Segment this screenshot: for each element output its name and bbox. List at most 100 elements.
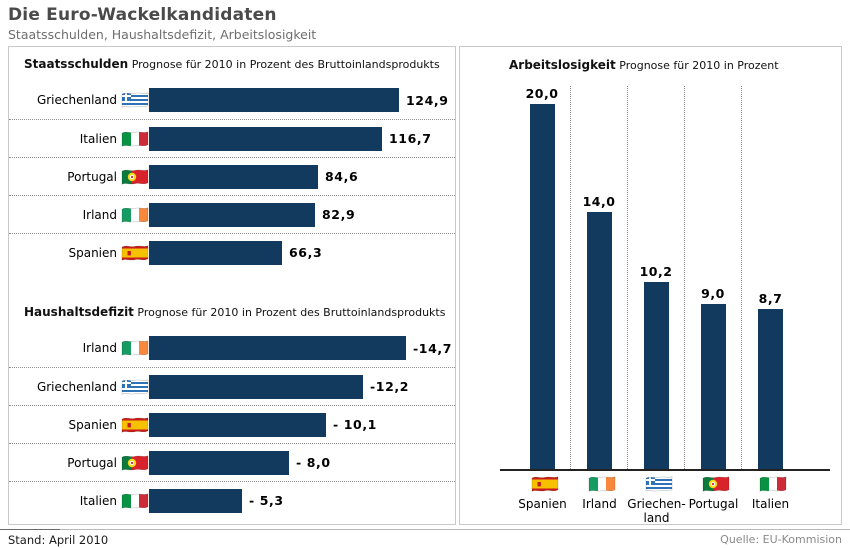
category-axis: Spanien Irland Griechen- land Portugal Itali… bbox=[514, 475, 799, 525]
chart-header: Staatsschulden Prognose für 2010 in Proz… bbox=[24, 57, 455, 71]
value-label: -14,7 bbox=[413, 340, 453, 356]
chart-arbeitslosigkeit-plot: 20,0 14,0 10,2 9,0 8,7 bbox=[500, 86, 830, 471]
value-label: - 8,0 bbox=[296, 455, 331, 470]
bar bbox=[149, 450, 289, 475]
flag-spain-icon bbox=[121, 416, 149, 433]
flag-spain-icon bbox=[531, 476, 558, 492]
bar bbox=[149, 164, 318, 189]
category-label: Portugal bbox=[688, 497, 739, 511]
flag-portugal-icon bbox=[121, 454, 149, 471]
category-label: Italien bbox=[79, 493, 117, 508]
bar-column: 20,0 bbox=[514, 86, 571, 469]
flag-spain-icon bbox=[121, 244, 149, 261]
value-label: -12,2 bbox=[370, 379, 410, 394]
chart-subtitle: Prognose für 2010 in Prozent bbox=[619, 59, 779, 72]
category-label: Spanien bbox=[518, 497, 567, 511]
flag-portugal-icon bbox=[702, 476, 729, 492]
chart-title: Arbeitslosigkeit bbox=[509, 58, 616, 72]
bar-column: 10,2 bbox=[628, 86, 685, 469]
chart-subtitle: Prognose für 2010 in Prozent des Bruttoi… bbox=[131, 58, 440, 71]
bar-row: Portugal - 8,0 bbox=[9, 443, 455, 481]
value-label: 14,0 bbox=[582, 194, 616, 209]
flag-italy-icon bbox=[121, 130, 149, 147]
bar bbox=[149, 488, 242, 513]
panel-debt-and-deficit: Staatsschulden Prognose für 2010 in Proz… bbox=[8, 46, 456, 525]
chart-title: Haushaltsdefizit bbox=[24, 305, 134, 319]
bar-row: Griechenland -12,2 bbox=[9, 367, 455, 405]
bar bbox=[149, 240, 282, 265]
footer: Stand: April 2010 Quelle: EU-Kommision bbox=[8, 533, 842, 547]
bar bbox=[149, 88, 399, 112]
category-label: Portugal bbox=[67, 455, 117, 470]
bar-rows: Griechenland 124,9 Italien 116,7 Portugal 84,… bbox=[9, 81, 455, 271]
flag-greece-icon bbox=[645, 476, 672, 492]
category-label: Griechenland bbox=[36, 93, 117, 107]
bar-row: Italien 116,7 bbox=[9, 119, 455, 157]
footer-stand: Stand: April 2010 bbox=[8, 533, 109, 547]
category-tick: Irland bbox=[571, 475, 628, 525]
bar-row: Spanien 66,3 bbox=[9, 233, 455, 271]
chart-header: Haushaltsdefizit Prognose für 2010 in Pr… bbox=[24, 305, 455, 319]
flag-ireland-icon bbox=[121, 206, 149, 223]
footer-source: Quelle: EU-Kommision bbox=[720, 533, 842, 546]
bar bbox=[149, 336, 406, 360]
category-label: Griechenland bbox=[36, 379, 117, 394]
value-label: - 5,3 bbox=[249, 493, 284, 508]
chart-haushaltsdefizit: Haushaltsdefizit Prognose für 2010 in Pr… bbox=[9, 305, 455, 519]
value-label: - 10,1 bbox=[333, 417, 377, 432]
value-label: 20,0 bbox=[525, 86, 559, 101]
value-label: 124,9 bbox=[406, 92, 449, 108]
flag-portugal-icon bbox=[121, 168, 149, 185]
bar-row: Irland -14,7 bbox=[9, 329, 455, 367]
category-label: Italien bbox=[79, 131, 117, 146]
page-title: Die Euro-Wackelkandidaten bbox=[8, 5, 277, 25]
bar-rows: Irland -14,7 Griechenland -12,2 Spanien - 10,… bbox=[9, 329, 455, 519]
bar bbox=[149, 374, 363, 399]
flag-italy-icon bbox=[121, 492, 149, 509]
flag-greece-icon bbox=[121, 378, 149, 395]
category-label: Griechen- land bbox=[627, 497, 686, 525]
category-label: Spanien bbox=[68, 245, 117, 260]
category-label: Portugal bbox=[67, 169, 117, 184]
bar-row: Griechenland 124,9 bbox=[9, 81, 455, 119]
category-tick: Spanien bbox=[514, 475, 571, 525]
bar bbox=[149, 412, 326, 437]
value-label: 84,6 bbox=[325, 169, 359, 184]
bar bbox=[529, 104, 555, 469]
bar-column: 8,7 bbox=[742, 86, 799, 469]
flag-ireland-icon bbox=[588, 476, 615, 492]
value-label: 9,0 bbox=[701, 286, 725, 301]
category-tick: Italien bbox=[742, 475, 799, 525]
bar-row: Portugal 84,6 bbox=[9, 157, 455, 195]
bar bbox=[149, 202, 315, 227]
bar-row: Spanien - 10,1 bbox=[9, 405, 455, 443]
footer-divider bbox=[0, 529, 850, 530]
category-tick: Griechen- land bbox=[627, 475, 686, 525]
chart-title: Staatsschulden bbox=[24, 57, 129, 71]
bar bbox=[149, 126, 382, 151]
bar bbox=[643, 282, 669, 469]
flag-ireland-icon bbox=[121, 340, 149, 356]
page-subtitle: Staatsschulden, Haushaltsdefizit, Arbeit… bbox=[8, 27, 317, 42]
bar bbox=[700, 304, 726, 469]
chart-header: Arbeitslosigkeit Prognose für 2010 in Pr… bbox=[509, 58, 779, 72]
value-label: 8,7 bbox=[758, 291, 783, 306]
bar bbox=[586, 212, 612, 469]
chart-staatsschulden: Staatsschulden Prognose für 2010 in Proz… bbox=[9, 57, 455, 271]
chart-subtitle: Prognose für 2010 in Prozent des Bruttoi… bbox=[137, 306, 446, 319]
flag-greece-icon bbox=[121, 92, 149, 108]
category-label: Irland bbox=[582, 497, 617, 511]
value-label: 116,7 bbox=[389, 131, 432, 146]
category-label: Spanien bbox=[68, 417, 117, 432]
bar bbox=[758, 309, 783, 469]
value-label: 10,2 bbox=[639, 264, 673, 279]
bar-column: 14,0 bbox=[571, 86, 628, 469]
bar-row: Italien - 5,3 bbox=[9, 481, 455, 519]
panel-unemployment: Arbeitslosigkeit Prognose für 2010 in Pr… bbox=[459, 46, 842, 525]
value-label: 82,9 bbox=[322, 207, 356, 222]
category-tick: Portugal bbox=[685, 475, 742, 525]
value-label: 66,3 bbox=[289, 245, 323, 260]
category-label: Irland bbox=[82, 341, 117, 355]
category-label: Italien bbox=[751, 497, 790, 511]
